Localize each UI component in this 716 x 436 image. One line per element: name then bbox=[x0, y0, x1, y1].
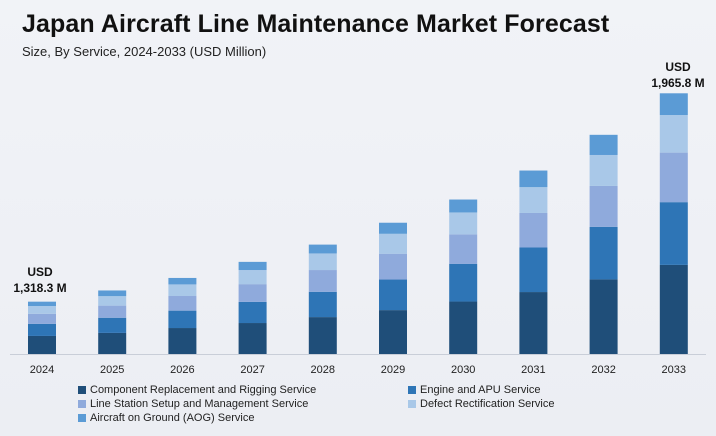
bar-segment-2032-series-2 bbox=[589, 226, 618, 280]
end-value-label-currency: USD bbox=[665, 60, 691, 74]
bar-segment-2027-series-1 bbox=[238, 323, 267, 354]
legend-item-4: Defect Rectification Service bbox=[408, 398, 555, 410]
bar-segment-2028-series-2 bbox=[308, 291, 337, 318]
bar-segment-2025-series-5 bbox=[98, 290, 127, 297]
legend-item-1: Component Replacement and Rigging Servic… bbox=[78, 384, 316, 396]
bar-segment-2024-series-5 bbox=[28, 301, 56, 307]
bar-segment-2027-series-2 bbox=[238, 301, 267, 324]
bar-segment-2032-series-3 bbox=[589, 185, 618, 227]
x-tick-label-2024: 2024 bbox=[30, 364, 54, 376]
legend-label: Defect Rectification Service bbox=[420, 398, 555, 410]
bar-segment-2029-series-4 bbox=[379, 233, 407, 254]
bar-segment-2032-series-5 bbox=[589, 134, 618, 155]
bar-segment-2027-series-4 bbox=[238, 270, 267, 285]
legend-label: Aircraft on Ground (AOG) Service bbox=[90, 412, 255, 424]
x-tick-label-2026: 2026 bbox=[170, 364, 194, 376]
chart-subtitle: Size, By Service, 2024-2033 (USD Million… bbox=[22, 44, 267, 59]
x-tick-label-2029: 2029 bbox=[381, 364, 405, 376]
legend-label: Line Station Setup and Management Servic… bbox=[90, 398, 309, 410]
bar-segment-2027-series-3 bbox=[238, 284, 267, 302]
legend-swatch bbox=[78, 414, 86, 422]
bar-segment-2031-series-3 bbox=[519, 212, 548, 248]
bar-segment-2030-series-2 bbox=[449, 263, 478, 302]
bar-segment-2027-series-5 bbox=[238, 261, 267, 271]
bar-segment-2032-series-1 bbox=[589, 279, 618, 354]
bar-segment-2033-series-5 bbox=[659, 93, 688, 116]
bar-segment-2029-series-3 bbox=[379, 253, 407, 280]
legend-swatch bbox=[78, 386, 86, 394]
bar-segment-2028-series-5 bbox=[308, 244, 337, 254]
bar-segment-2033-series-3 bbox=[659, 152, 688, 203]
bar-segment-2026-series-5 bbox=[168, 277, 197, 285]
bar-segment-2024-series-1 bbox=[28, 335, 56, 354]
start-value-label-currency: USD bbox=[27, 265, 53, 279]
x-tick-label-2028: 2028 bbox=[311, 364, 335, 376]
x-tick-label-2027: 2027 bbox=[240, 364, 264, 376]
bar-segment-2026-series-3 bbox=[168, 296, 197, 311]
bar-segment-2028-series-1 bbox=[308, 317, 337, 354]
start-value-label-value: 1,318.3 M bbox=[13, 281, 66, 295]
legend-item-3: Line Station Setup and Management Servic… bbox=[78, 398, 308, 410]
x-tick-label-2033: 2033 bbox=[662, 364, 686, 376]
x-tick-label-2032: 2032 bbox=[591, 364, 615, 376]
x-tick-label-2031: 2031 bbox=[521, 364, 545, 376]
bar-segment-2029-series-2 bbox=[379, 279, 407, 311]
bar-segment-2028-series-4 bbox=[308, 253, 337, 271]
chart-legend: Component Replacement and Rigging Servic… bbox=[78, 384, 678, 432]
bar-segment-2029-series-5 bbox=[379, 222, 407, 234]
bar-segment-2024-series-3 bbox=[28, 313, 56, 324]
bar-segment-2026-series-2 bbox=[168, 310, 197, 329]
bar-segment-2030-series-5 bbox=[449, 199, 478, 213]
bar-segment-2031-series-1 bbox=[519, 292, 548, 354]
bar-segment-2026-series-1 bbox=[168, 328, 197, 354]
bar-segment-2033-series-4 bbox=[659, 115, 688, 153]
x-tick-label-2025: 2025 bbox=[100, 364, 124, 376]
legend-swatch bbox=[78, 400, 86, 408]
bar-segment-2026-series-4 bbox=[168, 284, 197, 297]
legend-item-2: Engine and APU Service bbox=[408, 384, 540, 396]
bar-segment-2028-series-3 bbox=[308, 270, 337, 292]
bar-segment-2031-series-5 bbox=[519, 170, 548, 188]
bar-segment-2032-series-4 bbox=[589, 154, 618, 186]
legend-swatch bbox=[408, 400, 416, 408]
bar-segment-2025-series-2 bbox=[98, 317, 127, 333]
bar-segment-2030-series-4 bbox=[449, 212, 478, 235]
bar-segment-2033-series-2 bbox=[659, 202, 688, 265]
bar-segment-2033-series-1 bbox=[659, 264, 688, 354]
bar-segment-2024-series-2 bbox=[28, 323, 56, 336]
bar-segment-2031-series-2 bbox=[519, 247, 548, 293]
bar-segment-2025-series-3 bbox=[98, 305, 127, 318]
bar-segment-2025-series-4 bbox=[98, 296, 127, 306]
chart-title: Japan Aircraft Line Maintenance Market F… bbox=[22, 10, 610, 38]
legend-label: Component Replacement and Rigging Servic… bbox=[90, 384, 317, 396]
bar-segment-2031-series-4 bbox=[519, 187, 548, 213]
bar-segment-2030-series-3 bbox=[449, 234, 478, 264]
bar-segment-2024-series-4 bbox=[28, 306, 56, 314]
legend-swatch bbox=[408, 386, 416, 394]
x-tick-label-2030: 2030 bbox=[451, 364, 475, 376]
bar-segment-2030-series-1 bbox=[449, 301, 478, 354]
legend-label: Engine and APU Service bbox=[420, 384, 541, 396]
bar-segment-2025-series-1 bbox=[98, 332, 127, 354]
end-value-label-value: 1,965.8 M bbox=[651, 76, 704, 90]
legend-item-5: Aircraft on Ground (AOG) Service bbox=[78, 412, 254, 424]
bar-segment-2029-series-1 bbox=[379, 310, 407, 354]
